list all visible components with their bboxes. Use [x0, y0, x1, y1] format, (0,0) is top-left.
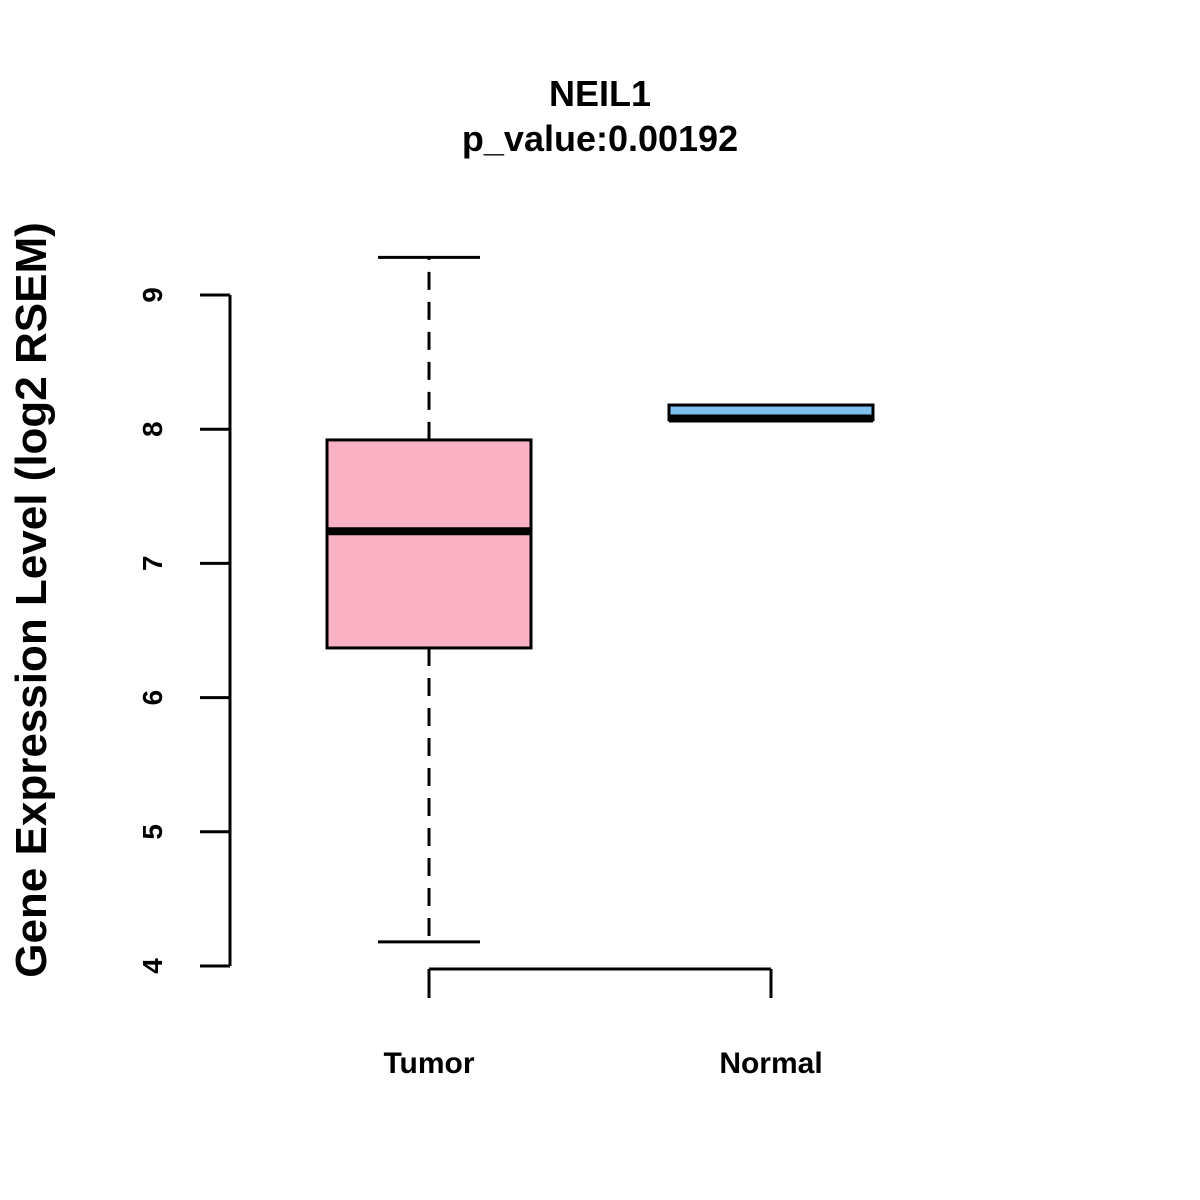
- y-axis-label: Gene Expression Level (log2 RSEM): [7, 222, 56, 978]
- group-axis: Tumor Normal: [383, 967, 823, 1080]
- y-tick-label: 9: [137, 287, 168, 303]
- boxes-group: [325, 255, 875, 944]
- y-tick-label: 4: [137, 958, 168, 974]
- y-tick-label: 8: [137, 421, 168, 437]
- y-tick-label: 6: [137, 690, 168, 706]
- x-tick-label: Normal: [719, 1047, 822, 1080]
- chart-title: NEIL1: [549, 73, 651, 114]
- y-axis: 4 5 6 7 8 9: [137, 287, 232, 974]
- x-tick-label: Tumor: [383, 1047, 474, 1080]
- y-tick-label: 5: [137, 824, 168, 840]
- y-tick-label: 7: [137, 556, 168, 572]
- box-tumor: [325, 438, 533, 650]
- chart-subtitle: p_value:0.00192: [462, 118, 738, 159]
